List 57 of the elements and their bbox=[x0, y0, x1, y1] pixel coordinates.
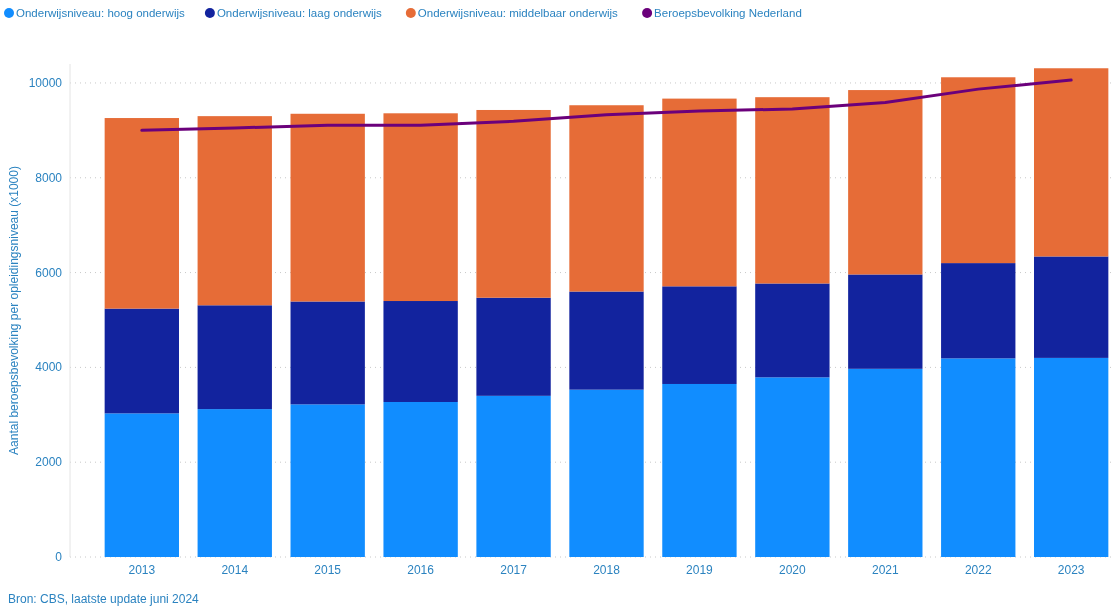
y-tick-label: 2000 bbox=[35, 455, 63, 470]
x-tick-label: 2015 bbox=[314, 563, 342, 577]
bar bbox=[941, 358, 1016, 557]
bar bbox=[383, 301, 458, 402]
bar bbox=[383, 113, 458, 302]
text: Bron: CBS, laatste update juni 2024 bbox=[8, 592, 200, 606]
bar bbox=[755, 377, 830, 557]
x-tick-label: 2013 bbox=[128, 563, 156, 577]
x-tick-label: 2018 bbox=[593, 563, 621, 577]
bar bbox=[569, 291, 644, 390]
legend-label: Beroepsbevolking Nederland bbox=[654, 7, 802, 19]
x-tick-label: 2014 bbox=[221, 563, 249, 577]
bar bbox=[755, 283, 830, 378]
bar bbox=[662, 383, 737, 557]
y-tick-label: 10000 bbox=[28, 75, 63, 90]
y-axis-title: Aantal beroepsbevolking per opleidingsniveau (x1000) bbox=[7, 166, 21, 455]
x-tick-label: 2020 bbox=[779, 563, 807, 577]
legend-label: Onderwijsniveau: middelbaar onderwijs bbox=[417, 7, 619, 19]
bar bbox=[197, 116, 272, 306]
x-tick-label: 2022 bbox=[964, 563, 992, 577]
bar bbox=[569, 105, 644, 292]
line-series bbox=[140, 78, 1073, 132]
bar bbox=[476, 109, 551, 298]
bar bbox=[197, 409, 272, 557]
bar bbox=[290, 404, 365, 557]
y-tick-label: 0 bbox=[55, 550, 63, 564]
bar bbox=[197, 305, 272, 410]
bar bbox=[848, 90, 923, 275]
bar bbox=[662, 98, 737, 287]
y-tick-label: 4000 bbox=[35, 360, 63, 375]
bar bbox=[476, 297, 551, 396]
bar bbox=[1034, 357, 1109, 557]
legend-label: Onderwijsniveau: laag onderwijs bbox=[216, 7, 383, 19]
bar bbox=[383, 401, 458, 557]
x-tick-label: 2019 bbox=[686, 563, 714, 577]
x-tick-label: 2023 bbox=[1057, 563, 1085, 577]
bar bbox=[848, 274, 923, 369]
bar bbox=[104, 118, 179, 309]
legend-label: Onderwijsniveau: hoog onderwijs bbox=[16, 7, 186, 19]
bar bbox=[755, 97, 830, 284]
bar bbox=[662, 286, 737, 384]
x-tick-label: 2016 bbox=[407, 563, 435, 577]
y-tick-label: 6000 bbox=[35, 265, 63, 280]
bar bbox=[290, 301, 365, 405]
bar bbox=[1034, 68, 1109, 257]
x-tick-label: 2017 bbox=[500, 563, 528, 577]
bar bbox=[941, 77, 1016, 264]
bar bbox=[104, 413, 179, 557]
x-tick-label: 2021 bbox=[871, 563, 899, 577]
bar bbox=[1034, 256, 1109, 358]
bar bbox=[848, 368, 923, 557]
bar bbox=[476, 395, 551, 557]
y-tick-label: 8000 bbox=[35, 170, 63, 185]
bar bbox=[104, 308, 179, 414]
bar bbox=[290, 113, 365, 302]
bar bbox=[569, 389, 644, 557]
bar bbox=[941, 263, 1016, 359]
